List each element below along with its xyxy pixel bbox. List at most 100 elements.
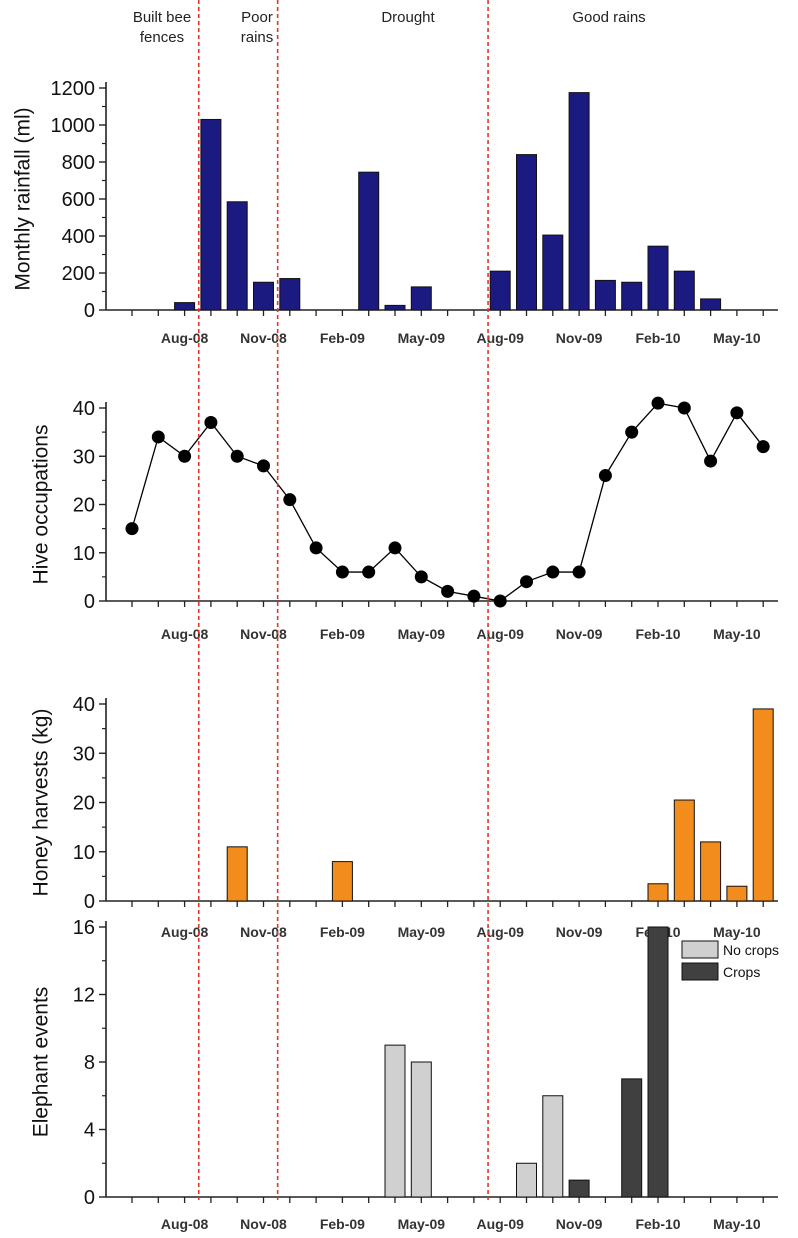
elephant-events-panel: 0 4 8 12 16 Aug-08 Nov-08 Feb-09 May-09 Aug-09 Nov… xyxy=(29,917,779,1232)
bar-Oct-08 xyxy=(226,201,248,311)
x-tick-label: Aug-08 xyxy=(161,1216,209,1232)
point-Feb-10 xyxy=(651,396,665,410)
bar-no-crops-Apr-09 xyxy=(384,1044,406,1198)
rainfall-panel: 0 200 400 600 800 1000 1200 Aug-08 Nov-08 Feb-09 M… xyxy=(11,78,778,346)
point-Jun-09 xyxy=(441,584,455,598)
x-tick-label: Aug-09 xyxy=(476,924,524,940)
bar-Mar-10 xyxy=(673,799,695,902)
point-Jan-10 xyxy=(625,425,639,439)
bar-Mar-10 xyxy=(673,270,695,311)
point-Nov-08 xyxy=(257,459,270,473)
y-tick-label: 20 xyxy=(73,495,95,517)
y-tick-label: 1000 xyxy=(51,115,96,137)
point-Apr-10 xyxy=(704,454,718,468)
legend-swatch xyxy=(681,962,719,981)
y-tick-label: 40 xyxy=(73,398,95,420)
bar-crops-Feb-10 xyxy=(647,926,669,1198)
bar-crops-Jan-10 xyxy=(621,1078,643,1198)
point-Jun-10 xyxy=(756,440,770,454)
y-tick-label: 8 xyxy=(84,1052,95,1074)
x-tick-label: Feb-09 xyxy=(320,626,365,642)
y-tick-label: 0 xyxy=(84,591,95,613)
hive-series-line xyxy=(131,402,764,602)
y-tick-label: 12 xyxy=(73,985,95,1007)
y-tick-label: 600 xyxy=(62,189,95,211)
bar-Apr-09 xyxy=(384,304,406,311)
y-axis-label: Elephant events xyxy=(29,987,52,1138)
point-May-10 xyxy=(730,406,744,420)
point-Mar-10 xyxy=(677,401,691,415)
bar-Sep-09 xyxy=(516,154,537,311)
point-Mar-09 xyxy=(362,565,376,579)
bar-Feb-09 xyxy=(331,861,353,902)
bar-Dec-08 xyxy=(279,278,301,311)
x-tick-label: Aug-09 xyxy=(476,1216,524,1232)
y-tick-label: 800 xyxy=(62,152,95,174)
bar-Dec-09 xyxy=(594,279,616,311)
legend-label: Crops xyxy=(723,964,760,980)
bar-May-09 xyxy=(410,286,432,311)
point-Oct-09 xyxy=(546,565,560,579)
y-tick-label: 0 xyxy=(84,300,95,322)
bar-Oct-08 xyxy=(226,846,248,902)
bar-Jun-10 xyxy=(752,708,774,902)
y-tick-label: 400 xyxy=(62,226,95,248)
y-tick-label: 0 xyxy=(84,891,95,913)
x-tick-label: May-10 xyxy=(713,330,761,346)
point-Jul-09 xyxy=(467,589,481,603)
x-tick-label: Nov-09 xyxy=(556,1216,603,1232)
period-labels: Built bee fences Poor rains Drought Good rain… xyxy=(133,9,646,46)
point-Nov-09 xyxy=(572,565,586,579)
x-tick-label: Feb-09 xyxy=(320,924,365,940)
period-label: Poor rains xyxy=(241,9,274,46)
bar-Mar-09 xyxy=(358,171,380,311)
x-tick-label: May-09 xyxy=(398,330,446,346)
legend: No crops Crops xyxy=(681,940,779,981)
bar-no-crops-Oct-09 xyxy=(542,1095,564,1198)
x-tick-label: Aug-08 xyxy=(161,330,209,346)
point-Feb-09 xyxy=(335,565,349,579)
point-Jun-08 xyxy=(125,522,139,536)
period-label: Good rains xyxy=(572,9,645,26)
x-tick-label: Feb-10 xyxy=(635,330,680,346)
y-tick-label: 30 xyxy=(73,446,95,468)
x-tick-label: May-09 xyxy=(398,626,446,642)
bar-Nov-08 xyxy=(253,281,274,311)
x-tick-label: Aug-09 xyxy=(476,626,524,642)
legend-label: No crops xyxy=(723,942,779,958)
legend-swatch xyxy=(681,940,719,959)
bar-no-crops-Sep-09 xyxy=(516,1162,537,1198)
bar-Jan-10 xyxy=(621,281,643,311)
y-tick-label: 20 xyxy=(73,793,95,815)
point-Aug-08 xyxy=(178,449,192,463)
point-Aug-09 xyxy=(493,594,507,608)
x-tick-label: Nov-08 xyxy=(240,924,287,940)
x-tick-label: May-10 xyxy=(713,626,761,642)
x-tick-label: Aug-08 xyxy=(161,626,209,642)
x-tick-label: Feb-10 xyxy=(635,626,680,642)
hive-occupation-panel: 0 10 20 30 40 Aug-08 Nov-08 Feb-09 May-09 Aug-09 N… xyxy=(29,396,778,642)
bar-Aug-08 xyxy=(174,302,196,311)
point-Oct-08 xyxy=(230,449,244,463)
point-Sep-09 xyxy=(520,575,533,589)
bar-Feb-10 xyxy=(647,245,669,311)
point-Sep-08 xyxy=(204,415,218,429)
period-label: Drought xyxy=(381,9,435,26)
point-Dec-09 xyxy=(598,469,612,483)
x-tick-label: May-09 xyxy=(398,924,446,940)
y-tick-label: 4 xyxy=(84,1120,95,1142)
x-tick-label: Aug-08 xyxy=(161,924,209,940)
x-tick-label: Nov-08 xyxy=(240,1216,287,1232)
bar-Feb-10 xyxy=(647,883,669,902)
y-tick-label: 10 xyxy=(73,543,95,565)
y-axis-label: Monthly rainfall (ml) xyxy=(11,107,34,290)
bar-Nov-09 xyxy=(568,92,590,311)
x-tick-label: Nov-09 xyxy=(556,626,603,642)
x-tick-label: May-10 xyxy=(713,1216,761,1232)
y-axis-label: Hive occupations xyxy=(29,425,52,585)
x-tick-label: Feb-09 xyxy=(320,330,365,346)
y-tick-label: 30 xyxy=(73,743,95,765)
bar-Apr-10 xyxy=(700,298,722,311)
x-tick-label: Nov-08 xyxy=(240,330,287,346)
